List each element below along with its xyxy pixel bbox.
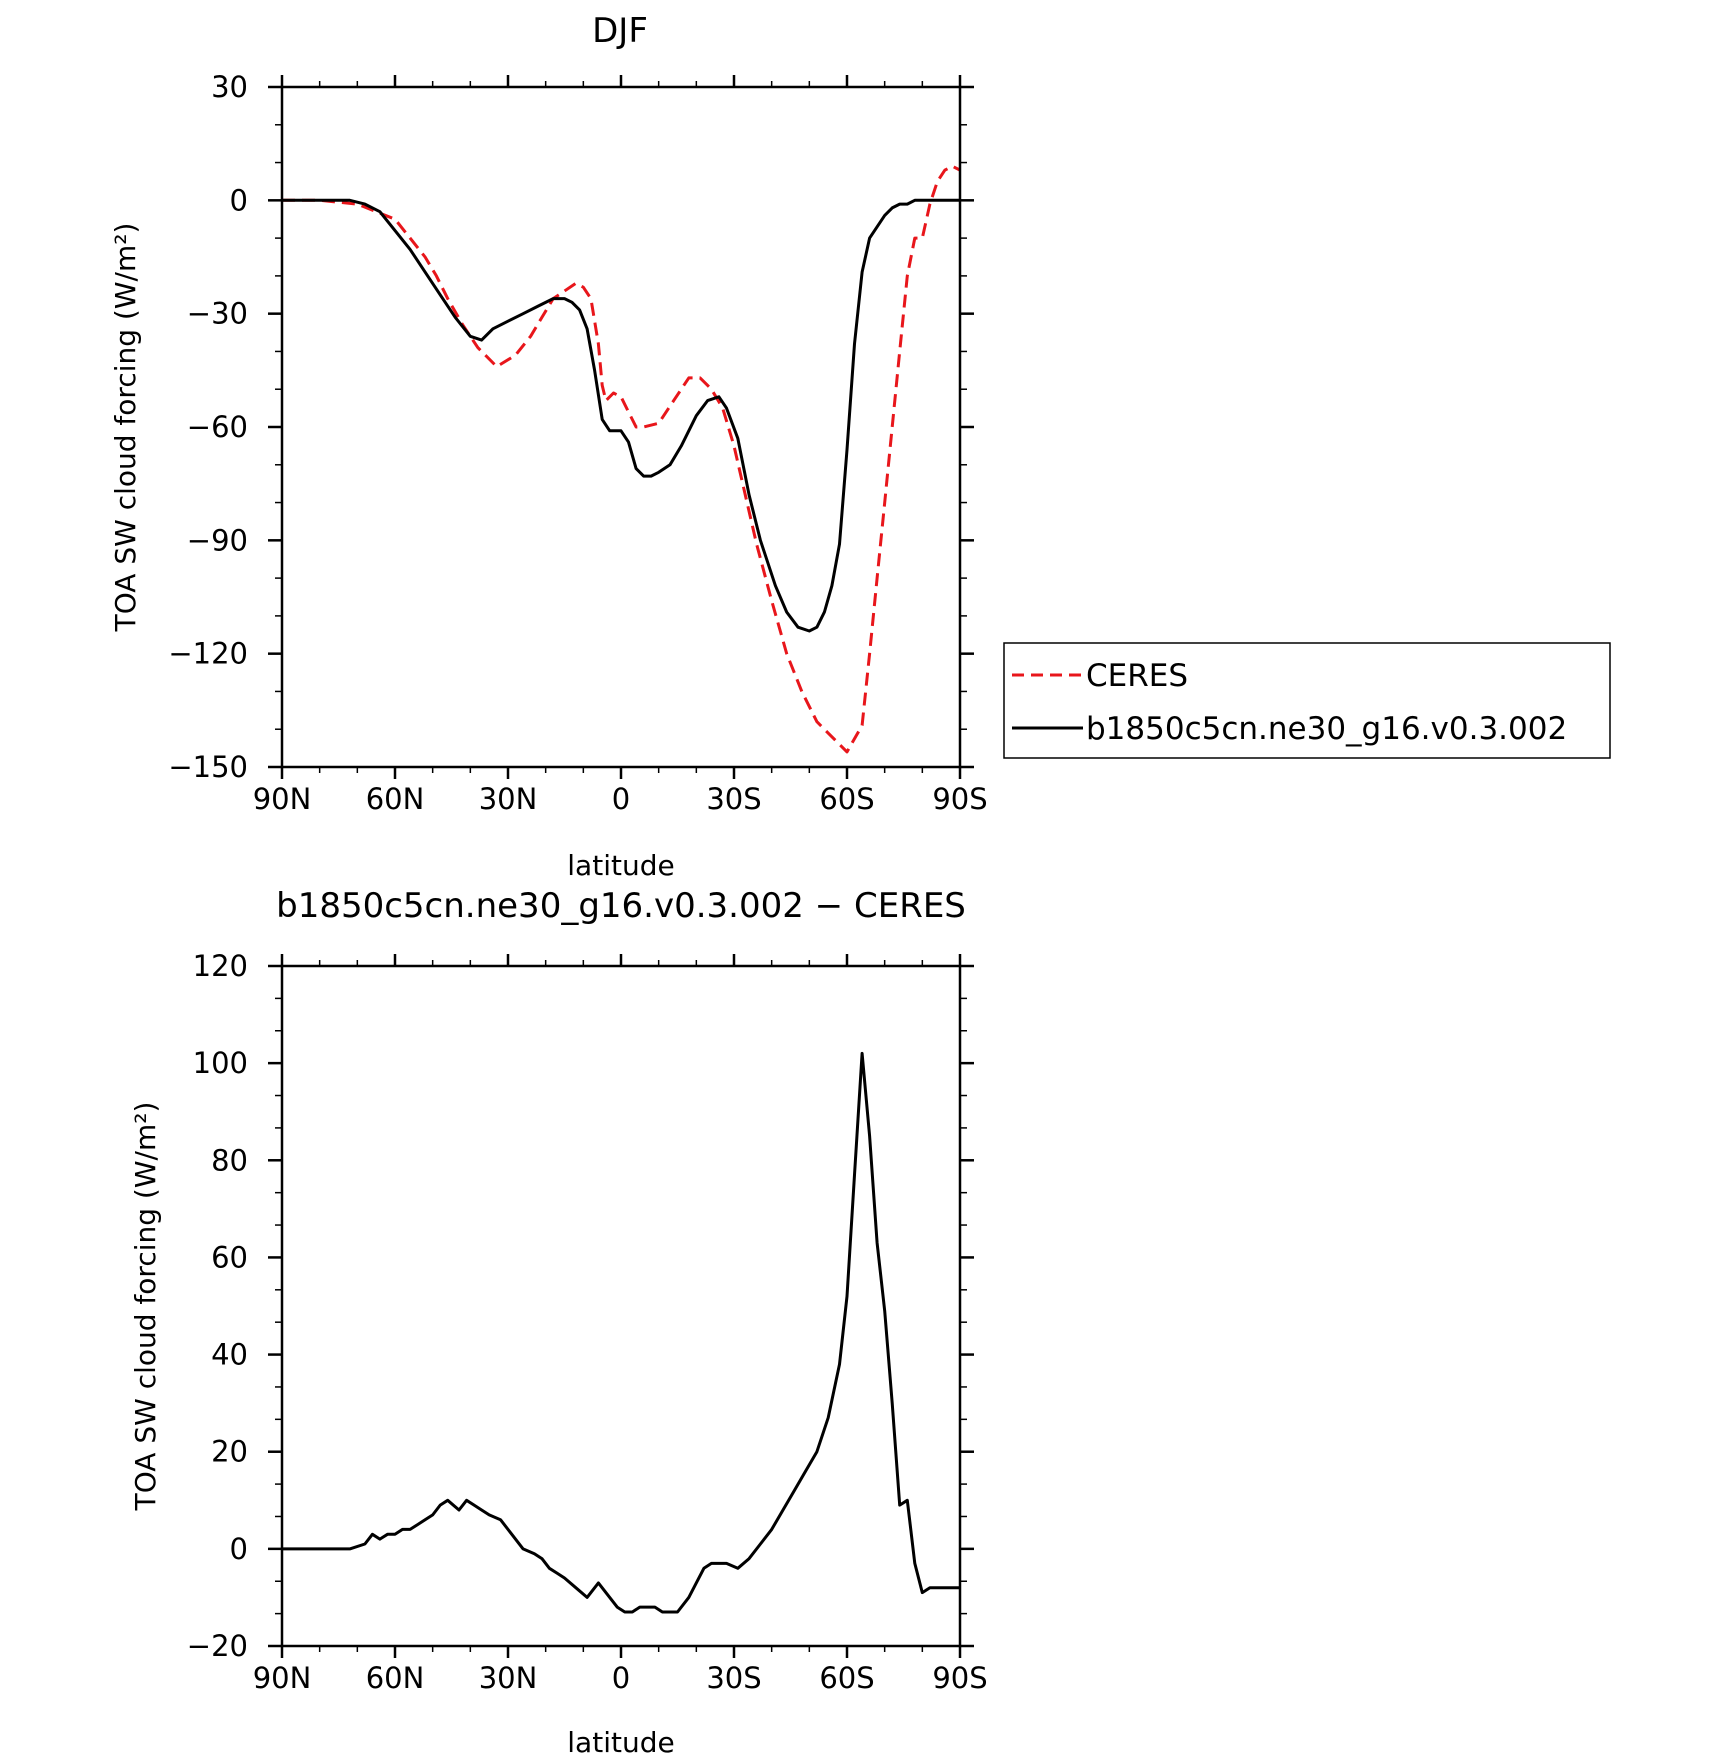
bottom-panel: b1850c5cn.ne30_g16.v0.3.002 − CERES 90N 6… [129,886,988,1756]
top-plot-frame [280,85,962,769]
bottom-x-tick-label: 30N [479,1661,538,1695]
top-y-tick-label: −60 [187,410,248,444]
bottom-x-axis-label: latitude [567,1726,674,1756]
top-y-tick-label: 0 [230,183,248,217]
top-x-axis-label: latitude [567,849,674,882]
top-y-axis-label: TOA SW cloud forcing (W/m²) [109,223,142,633]
top-x-tick-label: 30S [706,782,761,816]
bottom-y-tick-label: −20 [187,1629,248,1663]
bottom-y-axis-label: TOA SW cloud forcing (W/m²) [129,1102,162,1512]
top-y-tick-label: 30 [211,70,248,104]
bottom-y-tick-label: 40 [211,1338,248,1372]
top-x-tick-label: 0 [612,782,630,816]
top-y-tick-label: −90 [187,523,248,557]
bottom-series-line-0 [282,1051,960,1614]
top-y-tick-label: −150 [168,750,248,784]
bottom-x-tick-label: 90S [932,1661,987,1695]
bottom-chart-title: b1850c5cn.ne30_g16.v0.3.002 − CERES [276,886,966,926]
top-x-tick-label: 90N [253,782,312,816]
bottom-x-tick-label: 90N [253,1661,312,1695]
legend-box [1003,642,1611,759]
bottom-plot-frame [280,964,962,1648]
bottom-y-tick-label: 80 [211,1143,248,1177]
top-chart-title: DJF [592,11,648,51]
bottom-x-tick-label: 60N [366,1661,425,1695]
legend: CERES b1850c5cn.ne30_g16.v0.3.002 [1003,642,1611,759]
top-x-tick-label: 60N [366,782,425,816]
bottom-x-tick-label: 0 [612,1661,630,1695]
legend-label-model: b1850c5cn.ne30_g16.v0.3.002 [1086,711,1567,747]
top-x-tick-label: 90S [932,782,987,816]
bottom-y-tick-label: 20 [211,1435,248,1469]
top-y-tick-label: −120 [168,637,248,671]
top-x-tick-label: 30N [479,782,538,816]
bottom-x-tick-label: 60S [819,1661,874,1695]
legend-label-ceres: CERES [1086,658,1188,694]
bottom-y-tick-label: 60 [211,1240,248,1274]
bottom-x-tick-label: 30S [706,1661,761,1695]
top-panel: DJF 90N 60N 30N 0 30S 60S 90S 30 0 −30 −60 −90 −120 −… [109,11,988,882]
top-series-line-b1850c5cn-ne30-g16-v0-3-002 [282,198,960,633]
bottom-series-lines [282,1051,960,1614]
top-y-tick-label: −30 [187,297,248,331]
top-x-tick-label: 60S [819,782,874,816]
bottom-y-tick-label: 100 [193,1046,248,1080]
bottom-y-tick-label: 0 [230,1532,248,1566]
top-series-lines [282,164,961,754]
bottom-ticks: 90N 60N 30N 0 30S 60S 90S 120 100 80 60 40 20 0 −20 [187,949,988,1695]
bottom-y-tick-label: 120 [193,949,248,983]
top-ticks: 90N 60N 30N 0 30S 60S 90S 30 0 −30 −60 −90 −120 −150 [168,70,987,816]
top-series-line-ceres [282,164,961,754]
